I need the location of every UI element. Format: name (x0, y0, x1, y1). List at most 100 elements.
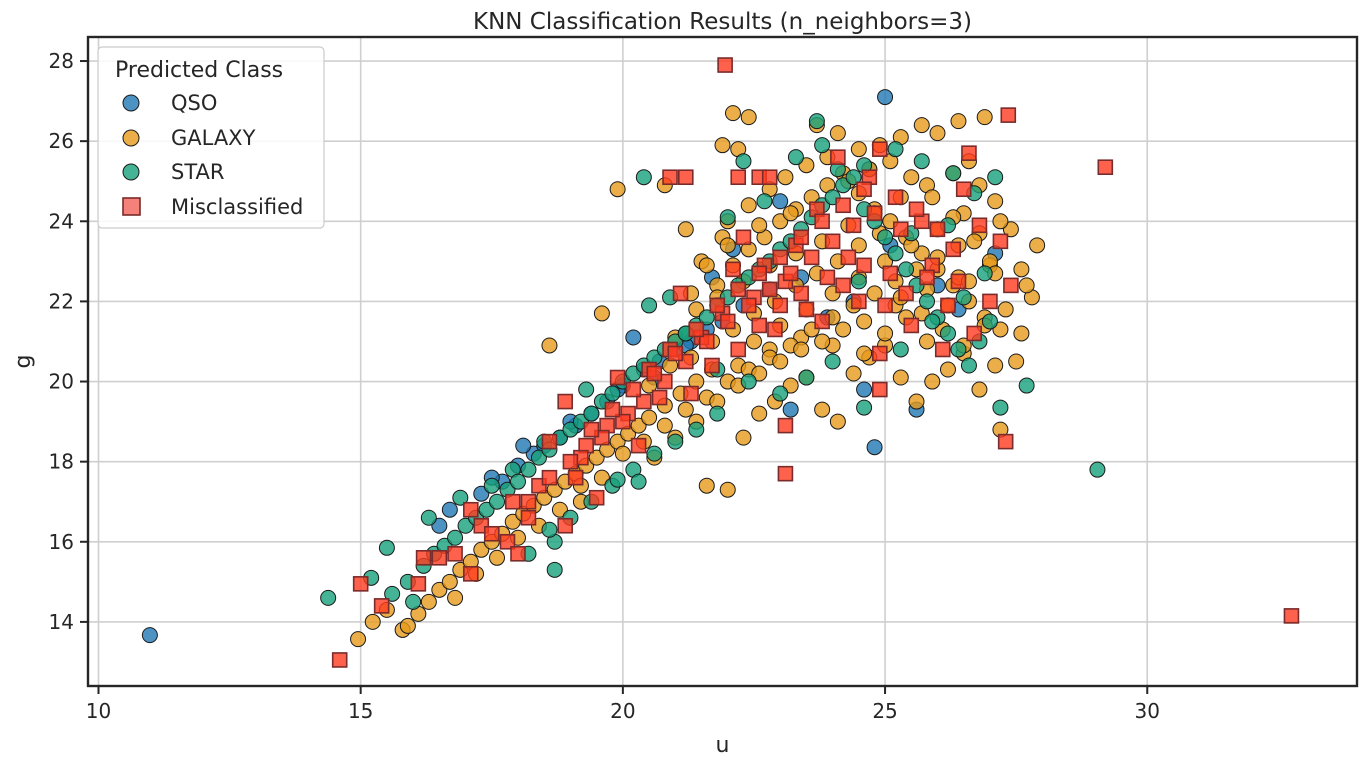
misclassified-point (672, 285, 689, 302)
galaxy-point (987, 357, 1004, 374)
star-point (955, 289, 972, 306)
misclassified-point (887, 189, 904, 206)
galaxy-point (845, 365, 862, 382)
misclassified-point (824, 233, 841, 250)
axis-ticks: 10 15 20 25 30 14 16 18 20 22 24 26 28 (49, 49, 1160, 723)
star-point (939, 325, 956, 342)
misclassified-point (462, 566, 479, 582)
star-point (877, 229, 894, 246)
legend-title: Predicted Class (115, 58, 283, 83)
misclassified-point (898, 285, 914, 302)
galaxy-point (1029, 237, 1046, 254)
star-point (950, 341, 967, 358)
misclassified-point (772, 249, 788, 266)
star-point (772, 385, 789, 402)
galaxy-point (892, 369, 909, 386)
star-point (609, 471, 626, 488)
legend-items: QSO GALAXY STAR Misclassified (122, 91, 303, 219)
star-point (735, 153, 752, 170)
galaxy-point (614, 445, 631, 462)
misclassified-point (719, 313, 736, 330)
misclassified-point (767, 321, 783, 338)
star-point (541, 521, 558, 538)
galaxy-point (866, 285, 883, 302)
star-point (1089, 461, 1106, 478)
y-tick-label: 20 (49, 370, 74, 394)
galaxy-point (399, 617, 416, 634)
misclassified-point (725, 261, 741, 278)
misclassified-point (704, 357, 720, 374)
misclassified-point (835, 197, 851, 214)
galaxy-point (719, 481, 736, 498)
misclassified-point (557, 393, 573, 410)
galaxy-point (913, 117, 930, 134)
star-point (798, 369, 815, 386)
galaxy-point (719, 237, 736, 254)
galaxy-point (814, 401, 831, 418)
galaxy-point (976, 109, 993, 126)
qso-point (877, 89, 894, 106)
star-point (740, 373, 757, 390)
qso-point (866, 439, 883, 456)
star-point (1018, 377, 1035, 394)
galaxy-point (924, 373, 941, 390)
misclassified-point (966, 325, 983, 342)
misclassified-point (814, 213, 830, 230)
galaxy-point (971, 381, 988, 398)
star-point (945, 165, 962, 182)
misclassified-point (615, 413, 631, 430)
galaxy-point (364, 613, 381, 630)
galaxy-point (1013, 261, 1030, 278)
galaxy-point (350, 631, 367, 648)
misclassified-point (331, 652, 348, 668)
star-point (546, 561, 563, 578)
galaxy-point (793, 341, 810, 358)
misclassified-point (961, 145, 977, 161)
galaxy-point (997, 301, 1014, 318)
galaxy-point (724, 105, 741, 122)
misclassified-point (698, 333, 715, 350)
galaxy-point (814, 333, 831, 350)
y-tick-label: 14 (49, 610, 74, 634)
legend-marker-star (122, 163, 140, 181)
misclassified-point (604, 401, 621, 418)
star-point (688, 421, 705, 438)
x-tick-label: 30 (1135, 699, 1160, 723)
misclassified-point (730, 341, 747, 358)
galaxy-point (751, 217, 768, 234)
star-point (981, 313, 998, 330)
star-point (787, 149, 804, 166)
legend-label-misclassified: Misclassified (171, 195, 303, 219)
misclassified-point (903, 317, 920, 334)
x-tick-label: 25 (872, 699, 897, 723)
misclassified-point (410, 576, 427, 592)
star-point (887, 141, 904, 158)
y-tick-label: 18 (49, 450, 74, 474)
galaxy-point (929, 125, 946, 142)
galaxy-point (714, 137, 731, 154)
star-point (630, 473, 647, 490)
star-point (976, 265, 993, 282)
qso-point (441, 501, 458, 518)
misclassified-point (782, 265, 799, 282)
galaxy-point (740, 197, 757, 214)
misclassified-point (872, 345, 888, 362)
star-point (856, 399, 873, 416)
star-point (709, 405, 726, 422)
plot-points (141, 57, 1300, 668)
misclassified-point (1003, 277, 1019, 294)
galaxy-point (698, 477, 715, 494)
misclassified-point (717, 57, 733, 73)
galaxy-point (641, 409, 658, 426)
star-point (719, 209, 736, 226)
misclassified-point (940, 297, 956, 314)
misclassified-point (520, 493, 537, 510)
misclassified-point (588, 489, 605, 506)
misclassified-point (567, 469, 584, 486)
y-tick-label: 26 (49, 129, 74, 153)
galaxy-point (677, 221, 694, 238)
star-point (384, 585, 401, 602)
plot-frame (86, 35, 1359, 688)
star-point (919, 293, 936, 310)
